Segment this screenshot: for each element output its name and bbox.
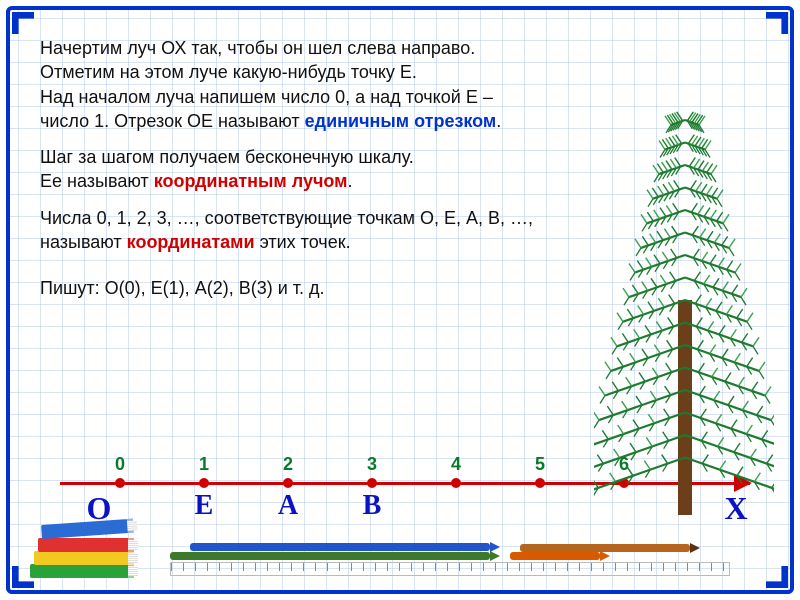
line: Над началом луча напишем число 0, а над … — [40, 85, 760, 109]
tick-dot — [451, 478, 461, 488]
term-unit-segment: единичным отрезком — [305, 111, 497, 131]
slide-frame: Начертим луч ОХ так, чтобы он шел слева … — [6, 6, 794, 594]
book-icon — [41, 519, 134, 539]
point-label: Е — [195, 490, 214, 522]
line: Отметим на этом луче какую-нибудь точку … — [40, 60, 760, 84]
tick-number: 4 — [451, 454, 461, 475]
text: называют — [40, 232, 127, 252]
corner-bracket — [766, 12, 788, 34]
books-decoration — [30, 512, 140, 578]
line: Ее называют координатным лучом. — [40, 169, 760, 193]
number-line: 0О1Е2А3В456Х — [50, 460, 750, 516]
text: Ее называют — [40, 171, 154, 191]
pencil-icon — [170, 552, 490, 560]
line: Числа 0, 1, 2, 3, …, соответствующие точ… — [40, 206, 760, 230]
axis-end-label: Х — [724, 490, 747, 527]
line: число 1. Отрезок ОЕ называют единичным о… — [40, 109, 760, 133]
paragraph-1: Начертим луч ОХ так, чтобы он шел слева … — [40, 36, 760, 133]
tick-dot — [283, 478, 293, 488]
point-label: В — [363, 490, 382, 522]
axis-line — [60, 482, 750, 485]
text-content: Начертим луч ОХ так, чтобы он шел слева … — [40, 36, 760, 313]
point-label: А — [278, 490, 298, 522]
text: . — [347, 171, 352, 191]
tick-number: 0 — [115, 454, 125, 475]
text: число 1. Отрезок ОЕ называют — [40, 111, 305, 131]
term-coordinates: координатами — [127, 232, 255, 252]
tick-number: 3 — [367, 454, 377, 475]
text: этих точек. — [255, 232, 351, 252]
tick-number: 5 — [535, 454, 545, 475]
paragraph-2: Шаг за шагом получаем бесконечную шкалу.… — [40, 145, 760, 194]
tick-number: 2 — [283, 454, 293, 475]
tick-number: 6 — [619, 454, 629, 475]
ruler-icon — [170, 562, 730, 576]
term-coordinate-ray: координатным лучом — [154, 171, 348, 191]
brush-icon — [520, 544, 690, 552]
pencil-icon — [190, 543, 490, 551]
tick-dot — [199, 478, 209, 488]
book-icon — [38, 538, 134, 552]
tick-dot — [535, 478, 545, 488]
tick-dot — [115, 478, 125, 488]
paragraph-4: Пишут: О(0), Е(1), А(2), В(3) и т. д. — [40, 276, 760, 300]
book-icon — [34, 551, 134, 565]
paragraph-3: Числа 0, 1, 2, 3, …, соответствующие точ… — [40, 206, 760, 255]
text: . — [496, 111, 501, 131]
tick-number: 1 — [199, 454, 209, 475]
school-supplies-decoration — [170, 540, 730, 576]
line: Начертим луч ОХ так, чтобы он шел слева … — [40, 36, 760, 60]
tick-dot — [367, 478, 377, 488]
corner-bracket — [766, 566, 788, 588]
line: Шаг за шагом получаем бесконечную шкалу. — [40, 145, 760, 169]
line: Пишут: О(0), Е(1), А(2), В(3) и т. д. — [40, 276, 760, 300]
pencil-icon — [510, 552, 600, 560]
corner-bracket — [12, 12, 34, 34]
book-icon — [30, 564, 134, 578]
line: называют координатами этих точек. — [40, 230, 760, 254]
tick-dot — [619, 478, 629, 488]
